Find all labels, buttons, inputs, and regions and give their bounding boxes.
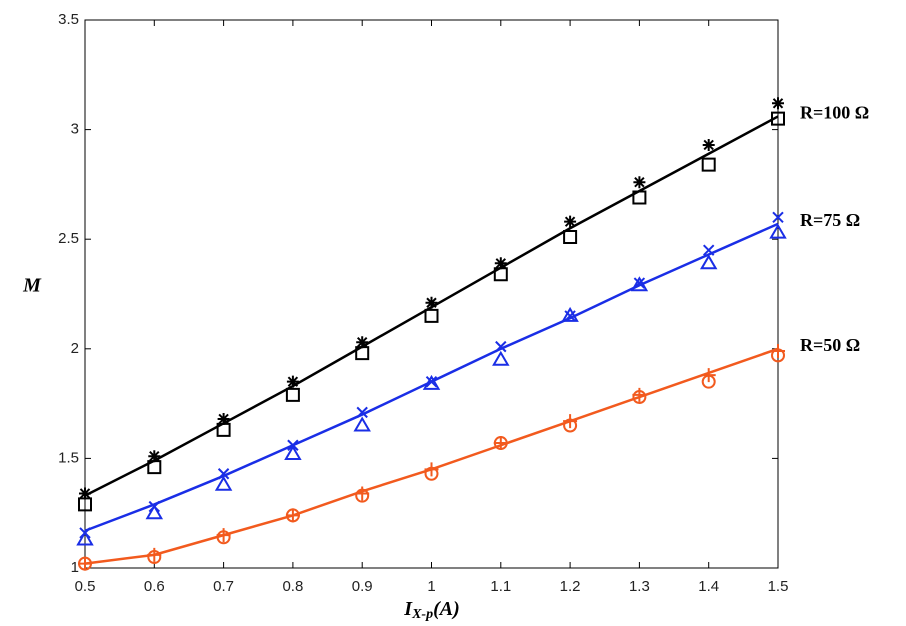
x-tick-label: 0.6	[144, 578, 165, 595]
x-tick-label: 1.5	[768, 578, 789, 595]
marker-triangle	[494, 353, 508, 365]
x-tick-label: 0.5	[75, 578, 96, 595]
marker-asterisk	[564, 216, 576, 228]
x-tick-label: 0.9	[352, 578, 373, 595]
x-tick-label: 1	[427, 578, 435, 595]
series-label: R=75 Ω	[800, 210, 860, 230]
y-tick-label: 1.5	[58, 449, 79, 466]
marker-triangle	[702, 256, 716, 268]
x-tick-label: 1.4	[698, 578, 719, 595]
series-label: R=100 Ω	[800, 103, 869, 123]
x-tick-label: 1.2	[560, 578, 581, 595]
x-label-unit: (A)	[433, 598, 460, 620]
marker-square	[426, 310, 438, 322]
x-tick-label: 0.7	[213, 578, 234, 595]
chart: M IX-p(A) 1 1.5 2 2.5 3 3.5 0.5 0.6 0.7 0.8 0.9 1 1.…	[0, 0, 906, 626]
marker-asterisk	[426, 297, 438, 309]
x-axis-label: IX-p(A)	[403, 598, 459, 623]
marker-triangle	[147, 506, 161, 518]
y-tick-label: 2	[71, 340, 79, 357]
marker-square	[703, 159, 715, 171]
x-label-sub: X-p	[411, 607, 433, 622]
marker-square	[564, 231, 576, 243]
marker-asterisk	[703, 139, 715, 151]
y-tick-label: 2.5	[58, 230, 79, 247]
x-tick-label: 1.3	[629, 578, 650, 595]
y-tick-label: 3.5	[58, 11, 79, 28]
y-axis-label: M	[22, 275, 42, 297]
x-tick-label: 0.8	[282, 578, 303, 595]
marker-square	[287, 389, 299, 401]
marker-triangle	[355, 419, 369, 431]
marker-triangle	[217, 478, 231, 490]
marker-asterisk	[633, 176, 645, 188]
x-tick-label: 1.1	[490, 578, 511, 595]
marker-asterisk	[772, 97, 784, 109]
series-label: R=50 Ω	[800, 335, 860, 355]
y-tick-label: 1	[71, 559, 79, 576]
marker-asterisk	[287, 376, 299, 388]
plot-frame	[85, 20, 778, 568]
y-tick-label: 3	[71, 121, 79, 138]
